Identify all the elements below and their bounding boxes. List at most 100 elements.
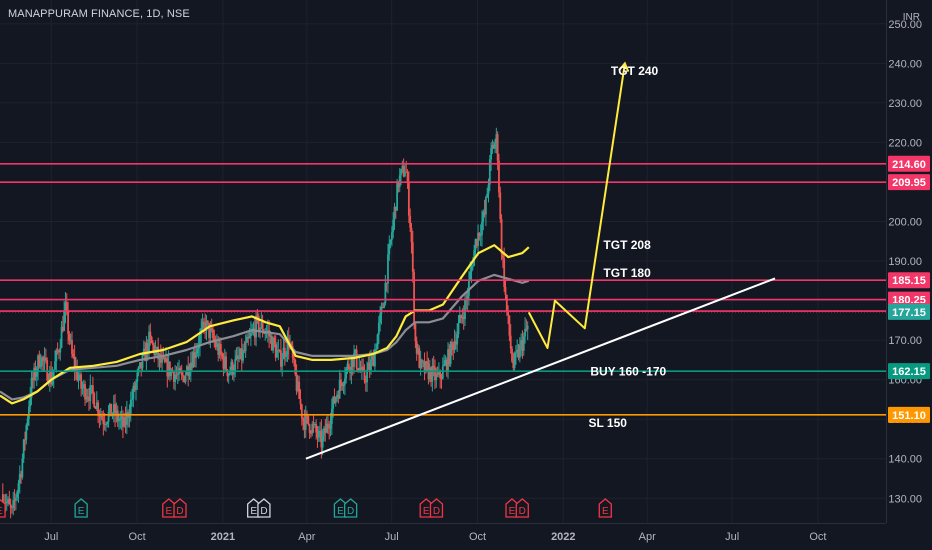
candle-body: [112, 404, 115, 414]
candle-body: [396, 181, 399, 211]
candle-body: [482, 211, 485, 222]
candle-body: [525, 328, 528, 330]
candle-body: [518, 344, 521, 358]
price-tag-label: 177.15: [892, 307, 926, 319]
candle-body: [155, 347, 158, 350]
candle-body: [281, 359, 284, 367]
price-axis[interactable]: 130.00140.00150.00160.00170.00180.00190.…: [886, 0, 932, 550]
candle-body: [189, 362, 192, 373]
candle-body: [188, 372, 191, 377]
candle-body: [355, 349, 358, 369]
candle-body: [60, 326, 63, 348]
candle-body: [128, 415, 131, 418]
price-tag-label: 214.60: [892, 159, 926, 171]
candle-body: [505, 294, 508, 311]
candle-body: [453, 341, 456, 351]
candle-body: [170, 369, 173, 376]
candle-body: [447, 349, 449, 372]
drawings: [305, 61, 776, 460]
candle-body: [17, 483, 20, 492]
candle-body: [256, 315, 259, 317]
candle-body: [50, 371, 53, 385]
candle-body: [179, 368, 182, 373]
time-axis[interactable]: Jul Oct 2021 Apr Jul Oct 2022 Apr Jul Oct: [0, 523, 886, 544]
candle-body: [90, 385, 93, 387]
candle-body: [283, 347, 286, 357]
candle-body: [55, 350, 58, 362]
candle-body: [192, 352, 195, 368]
candle-body: [182, 375, 184, 377]
candle-body: [431, 365, 434, 382]
candle-body: [35, 370, 38, 377]
candle-body: [249, 332, 252, 337]
candle-body: [197, 346, 200, 349]
candle-body: [432, 365, 435, 368]
candle-body: [481, 221, 483, 236]
candle-body: [274, 344, 277, 358]
event-marker-shape: [0, 498, 6, 518]
candle-body: [423, 361, 426, 373]
candle-body: [84, 384, 86, 400]
candle-body: [498, 160, 500, 193]
candle-body: [397, 181, 400, 188]
chart-grid: [0, 0, 886, 523]
candle-body: [334, 397, 337, 403]
candle-body: [196, 348, 199, 354]
candle-body: [210, 328, 213, 330]
candle-body: [119, 418, 122, 421]
candle-body: [175, 374, 178, 376]
candle-body: [471, 265, 474, 267]
candle-body: [138, 362, 141, 368]
event-marker-shape: [74, 498, 88, 518]
candle-body: [63, 311, 66, 331]
candle-body: [358, 368, 361, 371]
candle-body: [299, 398, 302, 405]
candle-body: [310, 432, 312, 434]
candle-body: [496, 134, 499, 161]
candle-body: [169, 361, 171, 376]
candle-body: [302, 417, 305, 421]
time-tick-label: Jul: [725, 531, 739, 543]
candle-body: [428, 367, 431, 380]
candle-body: [384, 282, 387, 304]
candle-body: [114, 404, 116, 416]
candle-body: [101, 415, 103, 420]
candle-body: [216, 343, 218, 348]
candle-body: [445, 360, 448, 372]
candle-body: [223, 356, 226, 369]
candle-body: [315, 424, 318, 433]
candle-body: [243, 350, 246, 352]
candle-body: [105, 424, 107, 426]
candle-body: [39, 365, 42, 367]
projection-path: [527, 63, 626, 349]
candle-body: [122, 416, 124, 427]
candle-body: [11, 507, 13, 509]
candle-body: [9, 504, 12, 508]
candle-body: [209, 328, 212, 338]
candle-body: [108, 403, 111, 412]
candle-body: [347, 363, 350, 370]
candle-body: [372, 356, 375, 367]
candle-body: [76, 367, 79, 381]
candle-body: [390, 232, 393, 241]
candle-body: [494, 142, 496, 149]
price-tick-label: 230.00: [888, 98, 922, 110]
candle-body: [97, 402, 100, 416]
candle-body: [353, 352, 355, 367]
candle-body: [413, 272, 415, 324]
candle-body: [132, 385, 135, 400]
candle-body: [503, 258, 506, 288]
candle-body: [231, 361, 234, 375]
candle-body: [150, 336, 153, 343]
candle-body: [99, 415, 102, 417]
candle-body: [176, 373, 179, 375]
candle-body: [222, 356, 225, 369]
candle-body: [244, 342, 247, 352]
candle-body: [377, 322, 380, 335]
candle-body: [219, 344, 222, 354]
candle-body: [110, 403, 113, 417]
candle-body: [393, 206, 396, 220]
candle-body: [368, 362, 371, 371]
candle-body: [282, 347, 285, 360]
